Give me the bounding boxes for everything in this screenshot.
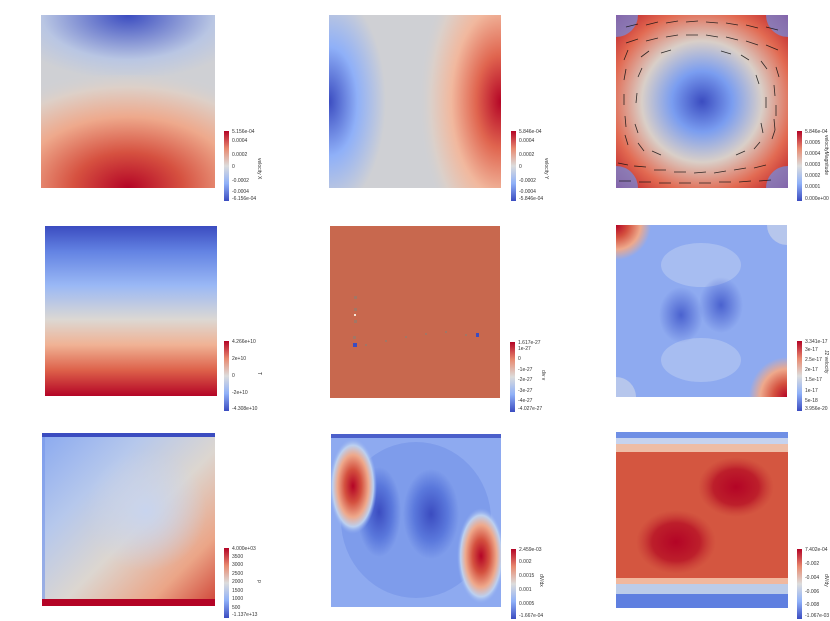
colorbar-min-label: -4.027e-27 [518, 406, 543, 412]
colorbar-tick: 0.0002 [232, 152, 248, 158]
colorbar-tick: 0.0005 [519, 601, 535, 607]
colorbar-temperature [224, 341, 229, 411]
colorbar-title: velocity Y [543, 158, 549, 180]
field-plot-j2-velocity [616, 225, 787, 397]
colorbar-j2-velocity [797, 341, 802, 411]
colorbar-tick: 0.0004 [232, 138, 248, 144]
colorbar-tick: 0.0002 [805, 173, 821, 179]
colorbar-tick: -4e-27 [518, 398, 533, 404]
colorbar-tick: 0 [232, 373, 235, 379]
colorbar-tick: -0.006 [805, 589, 820, 595]
colorbar-tick: 0.002 [519, 559, 532, 565]
colorbar-title: J2 velocity [823, 350, 829, 374]
colorbar-tick: -0.002 [805, 561, 820, 567]
colorbar-title: dV/dx [538, 574, 544, 587]
colorbar-velocity-x [224, 131, 229, 201]
colorbar-tick: 1e-27 [518, 346, 531, 352]
colorbar-tick: 500 [232, 605, 241, 611]
colorbar-tick: 2000 [232, 579, 244, 585]
colorbar-max-label: 2.459e-03 [519, 547, 542, 553]
colorbar-dvdy [797, 549, 802, 619]
colorbar-tick: 3e-17 [805, 347, 818, 353]
colorbar-min-label: -1.667e-04 [519, 613, 544, 619]
colorbar-tick: 1000 [232, 596, 244, 602]
colorbar-tick: 0.0004 [519, 138, 535, 144]
colorbar-tick: -3e-27 [518, 388, 533, 394]
colorbar-tick: -2e+10 [232, 390, 248, 396]
colorbar-max-label: 3.341e-17 [805, 339, 828, 345]
colorbar-tick: -0.0004 [519, 189, 536, 195]
colorbar-tick: 2500 [232, 571, 244, 577]
colorbar-pressure [224, 548, 229, 618]
colorbar-dvdx [511, 549, 516, 619]
colorbar-max-label: 7.402e-04 [805, 547, 828, 553]
field-plot-temperature [45, 226, 217, 396]
field-plot-velocity-y [329, 15, 501, 188]
colorbar-max-label: 5.846e-04 [519, 129, 542, 135]
colorbar-min-label: 0.000e+00 [805, 196, 829, 202]
colorbar-max-label: 1.617e-27 [518, 340, 541, 346]
colorbar-tick: -0.0002 [519, 178, 536, 184]
field-plot-div-v [330, 226, 500, 398]
colorbar-title: T [256, 372, 262, 376]
colorbar-tick: 0.0004 [805, 151, 821, 157]
colorbar-title: velocity X [256, 158, 262, 180]
colorbar-velocity-y [511, 131, 516, 201]
field-plot-pressure [42, 433, 215, 606]
colorbar-tick: 0.0005 [805, 140, 821, 146]
colorbar-min-label: -4.308e+10 [232, 406, 258, 412]
field-plot-velocity-magnitude [616, 15, 788, 188]
colorbar-title: dV/dy [823, 574, 829, 587]
colorbar-min-label: -1.067e-03 [805, 613, 830, 619]
colorbar-tick: -0.0002 [232, 178, 249, 184]
colorbar-title: div v [540, 370, 546, 381]
colorbar-title: velocityMagnitude [823, 135, 829, 176]
colorbar-tick: 1e-17 [805, 388, 818, 394]
colorbar-velocity-magnitude [797, 131, 802, 201]
colorbar-max-label: 4.266e+10 [232, 339, 256, 345]
colorbar-tick: 3000 [232, 562, 244, 568]
colorbar-tick: 0.0002 [519, 152, 535, 158]
colorbar-tick: 2e+10 [232, 356, 247, 362]
colorbar-tick: 0.0015 [519, 573, 535, 579]
colorbar-tick: 0.001 [519, 587, 532, 593]
colorbar-title: p [256, 580, 262, 583]
colorbar-tick: 5e-18 [805, 398, 818, 404]
colorbar-min-label: 3.956e-20 [805, 406, 828, 412]
colorbar-tick: 2e-17 [805, 367, 818, 373]
field-plot-velocity-x [41, 15, 215, 188]
field-plot-dvdx [331, 434, 501, 607]
colorbar-tick: 0.0003 [805, 162, 821, 168]
colorbar-tick: -0.008 [805, 602, 820, 608]
colorbar-max-label: 5.156e-04 [232, 129, 255, 135]
colorbar-tick: 2.5e-17 [805, 357, 822, 363]
colorbar-tick: -2e-27 [518, 377, 533, 383]
colorbar-tick: 1500 [232, 588, 244, 594]
colorbar-min-label: -1.137e+13 [232, 612, 258, 618]
colorbar-tick: 0.0001 [805, 184, 821, 190]
colorbar-tick: 0 [232, 164, 235, 170]
colorbar-tick: -0.004 [805, 575, 820, 581]
field-plot-dvdy [616, 432, 788, 608]
colorbar-tick: 1.5e-17 [805, 377, 822, 383]
colorbar-tick: 0 [519, 164, 522, 170]
colorbar-tick: 0 [518, 356, 521, 362]
colorbar-max-label: 5.846e-04 [805, 129, 828, 135]
colorbar-min-label: -6.156e-04 [232, 196, 257, 202]
colorbar-div-v [510, 342, 515, 412]
colorbar-tick: 3500 [232, 554, 244, 560]
colorbar-max-label: 4.000e+03 [232, 546, 256, 552]
colorbar-tick: -1e-27 [518, 367, 533, 373]
colorbar-min-label: -5.846e-04 [519, 196, 544, 202]
colorbar-tick: -0.0004 [232, 189, 249, 195]
